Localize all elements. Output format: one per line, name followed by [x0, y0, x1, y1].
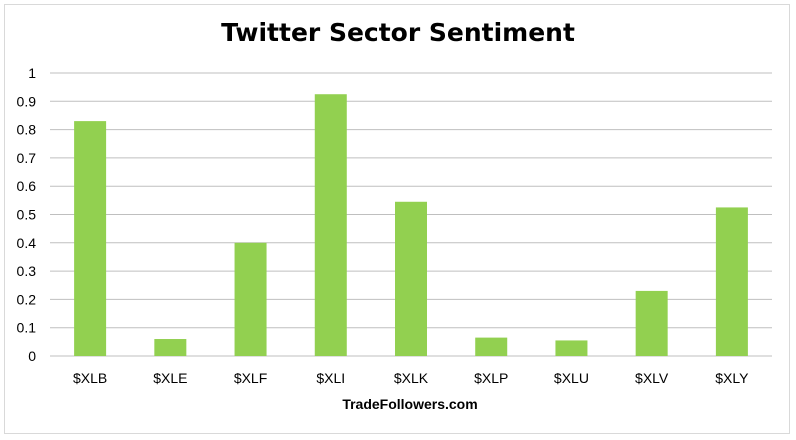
bars	[74, 94, 748, 356]
y-tick-label: 0.6	[17, 178, 37, 194]
x-tick-label: $XLY	[715, 370, 749, 386]
y-tick-label: 0.2	[17, 291, 37, 307]
y-tick-label: 1	[28, 65, 36, 81]
y-tick-label: 0	[28, 348, 36, 364]
bar-xlv	[635, 290, 668, 356]
x-axis-label: TradeFollowers.com	[342, 396, 477, 412]
bar-xli	[314, 94, 347, 356]
bar-xlb	[74, 121, 107, 356]
y-tick-label: 0.5	[17, 207, 37, 223]
x-tick-label: $XLE	[153, 370, 187, 386]
y-tick-label: 0.4	[17, 235, 37, 251]
x-tick-label: $XLU	[554, 370, 589, 386]
y-tick-label: 0.1	[17, 320, 37, 336]
x-axis-ticks: $XLB $XLE $XLF $XLI $XLK $XLP $XLU $XLV $XLY	[73, 370, 749, 386]
x-tick-label: $XLF	[234, 370, 267, 386]
y-tick-label: 0.7	[17, 150, 37, 166]
y-axis-ticks: 0 0.1 0.2 0.3 0.4 0.5 0.6 0.7 0.8 0.9 1	[17, 65, 37, 364]
y-tick-label: 0.9	[17, 93, 37, 109]
chart-title: Twitter Sector Sentiment	[221, 18, 575, 47]
bar-xlf	[234, 242, 267, 356]
bar-xle	[154, 339, 187, 356]
y-tick-label: 0.3	[17, 263, 37, 279]
x-tick-label: $XLK	[394, 370, 429, 386]
bar-xly	[715, 207, 748, 356]
x-tick-label: $XLB	[73, 370, 107, 386]
x-tick-label: $XLP	[474, 370, 508, 386]
y-tick-label: 0.8	[17, 122, 37, 138]
bar-xlp	[475, 337, 508, 356]
bar-xlk	[395, 201, 427, 356]
bar-xlu	[555, 340, 588, 356]
x-tick-label: $XLI	[316, 370, 345, 386]
x-tick-label: $XLV	[635, 370, 669, 386]
